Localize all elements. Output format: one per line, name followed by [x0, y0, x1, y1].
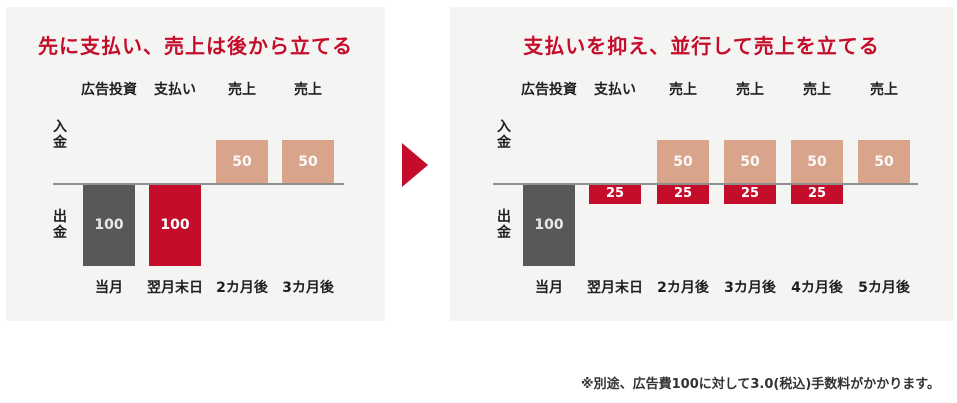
column-header: 売上 — [736, 82, 764, 98]
bar-value: 50 — [232, 153, 252, 170]
bar-value: 25 — [673, 186, 693, 201]
column-period-label: 2カ月後 — [216, 280, 268, 296]
column-header: 支払い — [154, 82, 196, 98]
panel-title: 先に支払い、売上は後から立てる — [38, 34, 353, 58]
bar-value: 50 — [740, 153, 760, 170]
column-header: 広告投資 — [521, 82, 577, 98]
y-axis-inflow-label: 入金 — [497, 119, 511, 151]
panel-pay-parallel: 支払いを抑え、並行して売上を立てる 広告投資 支払い 売上 売上 売上 売上 入… — [450, 7, 953, 321]
y-axis-inflow-label: 入金 — [53, 119, 67, 151]
panel-title: 支払いを抑え、並行して売上を立てる — [523, 34, 880, 58]
column-header: 売上 — [803, 82, 831, 98]
column-period-label: 3カ月後 — [724, 280, 776, 296]
bar-value: 100 — [160, 216, 190, 233]
bar-value: 50 — [807, 153, 827, 170]
arrow-right-icon — [402, 143, 428, 187]
bar-outflow: 25 — [589, 183, 641, 204]
bar-value: 50 — [298, 153, 318, 170]
column-period-label: 翌月末日 — [147, 280, 203, 296]
bar-value: 100 — [534, 216, 564, 233]
bar-inflow: 50 — [657, 140, 709, 183]
y-axis-outflow-label: 出金 — [497, 209, 511, 241]
axis-line — [493, 183, 918, 185]
column-period-label: 3カ月後 — [282, 280, 334, 296]
column-period-label: 翌月末日 — [587, 280, 643, 296]
bar-outflow: 25 — [657, 183, 709, 204]
y-axis-outflow-label: 出金 — [53, 209, 67, 241]
bar-value: 25 — [740, 186, 760, 201]
bar-inflow: 50 — [858, 140, 910, 183]
column-header: 広告投資 — [81, 82, 137, 98]
column-period-label: 4カ月後 — [791, 280, 843, 296]
column-period-label: 5カ月後 — [858, 280, 910, 296]
bar-inflow: 50 — [216, 140, 268, 183]
column-header: 売上 — [669, 82, 697, 98]
column-header: 支払い — [594, 82, 636, 98]
bar-inflow: 50 — [791, 140, 843, 183]
axis-line — [53, 183, 344, 185]
bar-value: 50 — [673, 153, 693, 170]
bar-value: 25 — [807, 186, 827, 201]
bar-value: 100 — [94, 216, 124, 233]
bar-outflow: 100 — [83, 183, 135, 266]
column-period-label: 当月 — [95, 280, 123, 296]
bar-outflow: 100 — [149, 183, 201, 266]
bar-outflow: 100 — [523, 183, 575, 266]
bar-inflow: 50 — [282, 140, 334, 183]
column-header: 売上 — [294, 82, 322, 98]
column-period-label: 2カ月後 — [657, 280, 709, 296]
footnote: ※別途、広告費100に対して3.0(税込)手数料がかかります。 — [581, 377, 940, 392]
column-period-label: 当月 — [535, 280, 563, 296]
bar-value: 50 — [874, 153, 894, 170]
bar-inflow: 50 — [724, 140, 776, 183]
column-header: 売上 — [228, 82, 256, 98]
bar-outflow: 25 — [724, 183, 776, 204]
column-header: 売上 — [870, 82, 898, 98]
bar-value: 25 — [605, 186, 625, 201]
bar-outflow: 25 — [791, 183, 843, 204]
panel-pay-first: 先に支払い、売上は後から立てる 広告投資 支払い 売上 売上 入金 出金 100… — [6, 7, 385, 321]
